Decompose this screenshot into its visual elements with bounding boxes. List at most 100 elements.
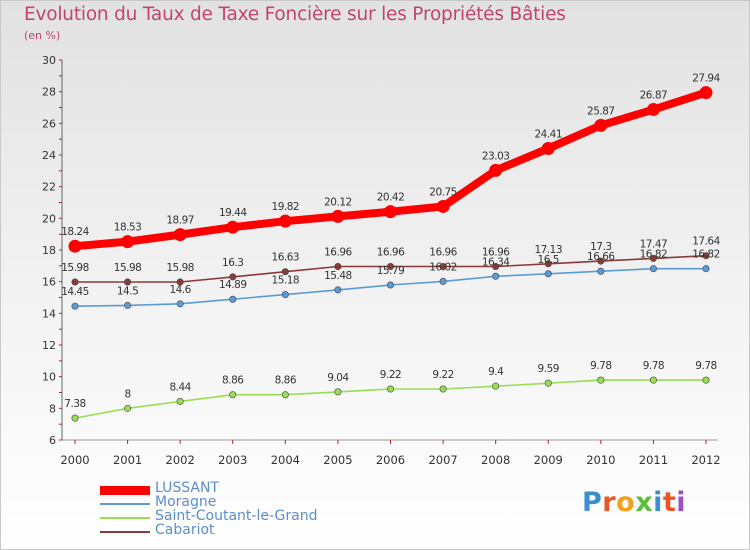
- data-label: 16.3: [222, 257, 243, 269]
- data-point-moragne: [702, 265, 710, 273]
- y-tick-label: 8: [49, 402, 56, 415]
- data-label: 24.41: [534, 129, 562, 141]
- y-tick-label: 30: [42, 54, 56, 67]
- data-label: 8.44: [169, 381, 191, 393]
- data-point-lussant: [489, 163, 503, 177]
- legend-label: Saint-Coutant-le-Grand: [155, 508, 318, 524]
- data-label: 9.4: [488, 366, 504, 378]
- data-label: 15.79: [377, 265, 405, 277]
- data-label: 27.94: [692, 73, 720, 85]
- y-tick-label: 14: [42, 307, 56, 320]
- data-label: 26.87: [640, 90, 668, 102]
- data-point-lussant: [226, 220, 240, 234]
- data-point-cabariot: [334, 262, 342, 270]
- data-label: 18.97: [166, 215, 194, 227]
- x-tick-label: 2011: [639, 453, 668, 467]
- logo-letter: t: [662, 487, 677, 518]
- logo-letter: x: [635, 487, 654, 518]
- y-tick-label: 18: [42, 244, 56, 257]
- chart-title: Evolution du Taux de Taxe Foncière sur l…: [24, 4, 566, 25]
- data-label: 17.64: [692, 236, 720, 248]
- x-tick-label: 2012: [691, 453, 720, 467]
- data-label: 15.98: [61, 262, 89, 274]
- data-point-cabariot: [71, 278, 79, 286]
- data-label: 20.12: [324, 196, 352, 208]
- x-tick-label: 2000: [60, 453, 89, 467]
- y-tick-label: 24: [42, 149, 56, 162]
- legend-item: Cabariot: [100, 522, 400, 539]
- logo-letter: o: [616, 487, 636, 518]
- data-label: 18.53: [114, 222, 142, 234]
- data-label: 17.47: [640, 238, 668, 250]
- data-point-saint-coutant-le-grand: [649, 376, 657, 384]
- data-point-moragne: [229, 295, 237, 303]
- logo-letter: i: [653, 487, 663, 518]
- y-tick-label: 20: [42, 212, 56, 225]
- legend-label: Moragne: [155, 494, 217, 510]
- data-point-cabariot: [439, 262, 447, 270]
- legend-item: LUSSANT: [100, 480, 400, 497]
- data-label: 16.5: [538, 254, 559, 266]
- data-point-lussant: [331, 209, 345, 223]
- data-point-moragne: [334, 286, 342, 294]
- data-label: 19.82: [272, 201, 300, 213]
- data-point-saint-coutant-le-grand: [229, 391, 237, 399]
- data-point-saint-coutant-le-grand: [597, 376, 605, 384]
- x-tick-label: 2003: [218, 453, 247, 467]
- x-tick-label: 2004: [271, 453, 300, 467]
- data-label: 20.75: [429, 186, 457, 198]
- x-tick-label: 2007: [428, 453, 457, 467]
- data-point-cabariot: [386, 262, 394, 270]
- data-label: 9.04: [327, 372, 349, 384]
- legend-swatch: [100, 503, 150, 505]
- data-point-cabariot: [176, 278, 184, 286]
- data-label: 17.13: [534, 244, 562, 256]
- data-point-moragne: [544, 270, 552, 278]
- legend-swatch: [100, 517, 150, 519]
- x-tick-label: 2009: [534, 453, 563, 467]
- data-point-cabariot: [124, 278, 132, 286]
- data-point-lussant: [278, 214, 292, 228]
- y-tick-label: 16: [42, 276, 56, 289]
- data-point-lussant: [541, 142, 555, 156]
- y-tick-label: 22: [42, 181, 56, 194]
- data-label: 16.96: [324, 246, 352, 258]
- legend-swatch: [100, 485, 150, 495]
- data-label: 7.38: [64, 398, 85, 410]
- data-label: 14.89: [219, 279, 247, 291]
- data-point-saint-coutant-le-grand: [439, 385, 447, 393]
- data-point-saint-coutant-le-grand: [334, 388, 342, 396]
- y-tick-label: 12: [42, 339, 56, 352]
- data-point-saint-coutant-le-grand: [71, 414, 79, 422]
- data-label: 15.98: [114, 262, 142, 274]
- data-label: 16.02: [429, 261, 457, 273]
- data-label: 15.18: [272, 275, 300, 287]
- data-point-lussant: [68, 239, 82, 253]
- data-point-lussant: [436, 199, 450, 213]
- y-tick-label: 28: [42, 86, 56, 99]
- data-label: 14.5: [117, 285, 138, 297]
- data-label: 14.45: [61, 286, 89, 298]
- data-point-lussant: [594, 118, 608, 132]
- data-point-cabariot: [649, 254, 657, 262]
- data-point-moragne: [281, 291, 289, 299]
- data-label: 15.98: [166, 262, 194, 274]
- data-label: 16.82: [692, 249, 720, 261]
- proxiti-logo: Proxiti: [582, 487, 686, 518]
- data-point-saint-coutant-le-grand: [386, 385, 394, 393]
- data-label: 9.78: [695, 360, 716, 372]
- data-label: 18.24: [61, 226, 89, 238]
- data-label: 17.3: [590, 241, 611, 253]
- data-point-moragne: [176, 300, 184, 308]
- data-point-moragne: [386, 281, 394, 289]
- legend-label: LUSSANT: [155, 480, 219, 496]
- data-point-moragne: [439, 277, 447, 285]
- data-point-moragne: [492, 272, 500, 280]
- data-label: 14.6: [169, 284, 191, 296]
- data-label: 8.86: [275, 375, 297, 387]
- data-label: 19.44: [219, 207, 247, 219]
- legend-item: Moragne: [100, 494, 400, 511]
- data-label: 25.87: [587, 105, 615, 117]
- data-label: 9.22: [380, 369, 401, 381]
